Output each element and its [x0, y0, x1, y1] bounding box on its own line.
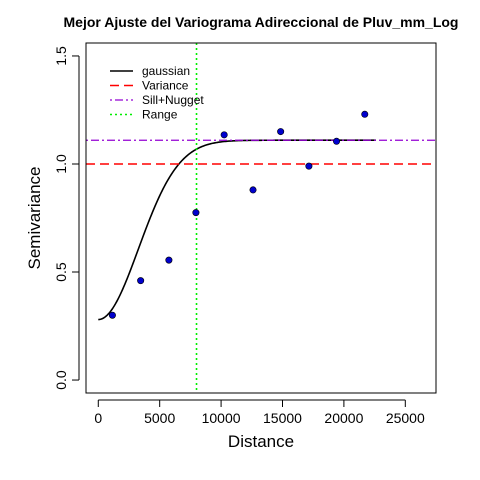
x-tick-label: 20000 [324, 410, 363, 426]
data-point [305, 162, 313, 170]
y-axis: 0.0 0.5 1.0 1.5 [53, 46, 80, 390]
data-point [333, 137, 341, 145]
y-tick-label: 0.5 [53, 262, 69, 282]
data-point [361, 110, 369, 118]
y-tick-label: 1.0 [53, 154, 69, 174]
legend-label-gaussian: gaussian [142, 64, 190, 78]
y-axis-title: Semivariance [25, 167, 44, 270]
legend-label-range: Range [142, 108, 178, 122]
x-axis: 0 5000 10000 15000 20000 25000 [94, 399, 425, 426]
data-point [249, 186, 257, 194]
data-point [220, 131, 228, 139]
x-tick-label: 0 [94, 410, 102, 426]
y-tick-label: 1.5 [53, 46, 69, 66]
chart-title: Mejor Ajuste del Variograma Adireccional… [64, 14, 459, 30]
legend-label-sill-nugget: Sill+Nugget [142, 93, 204, 107]
data-point [165, 256, 173, 264]
y-tick-label: 0.0 [53, 370, 69, 390]
plot-area [86, 43, 436, 393]
data-point [137, 277, 145, 285]
x-tick-label: 10000 [202, 410, 241, 426]
data-point [277, 128, 285, 136]
model-curve-gaussian [98, 139, 376, 321]
data-point [108, 311, 116, 319]
x-tick-label: 25000 [386, 410, 425, 426]
data-point [192, 209, 200, 217]
x-tick-label: 5000 [144, 410, 175, 426]
plot-series [86, 43, 436, 393]
x-axis-title: Distance [228, 432, 294, 451]
plot-frame [85, 42, 437, 394]
x-tick-label: 15000 [263, 410, 302, 426]
legend-label-variance: Variance [142, 79, 189, 93]
